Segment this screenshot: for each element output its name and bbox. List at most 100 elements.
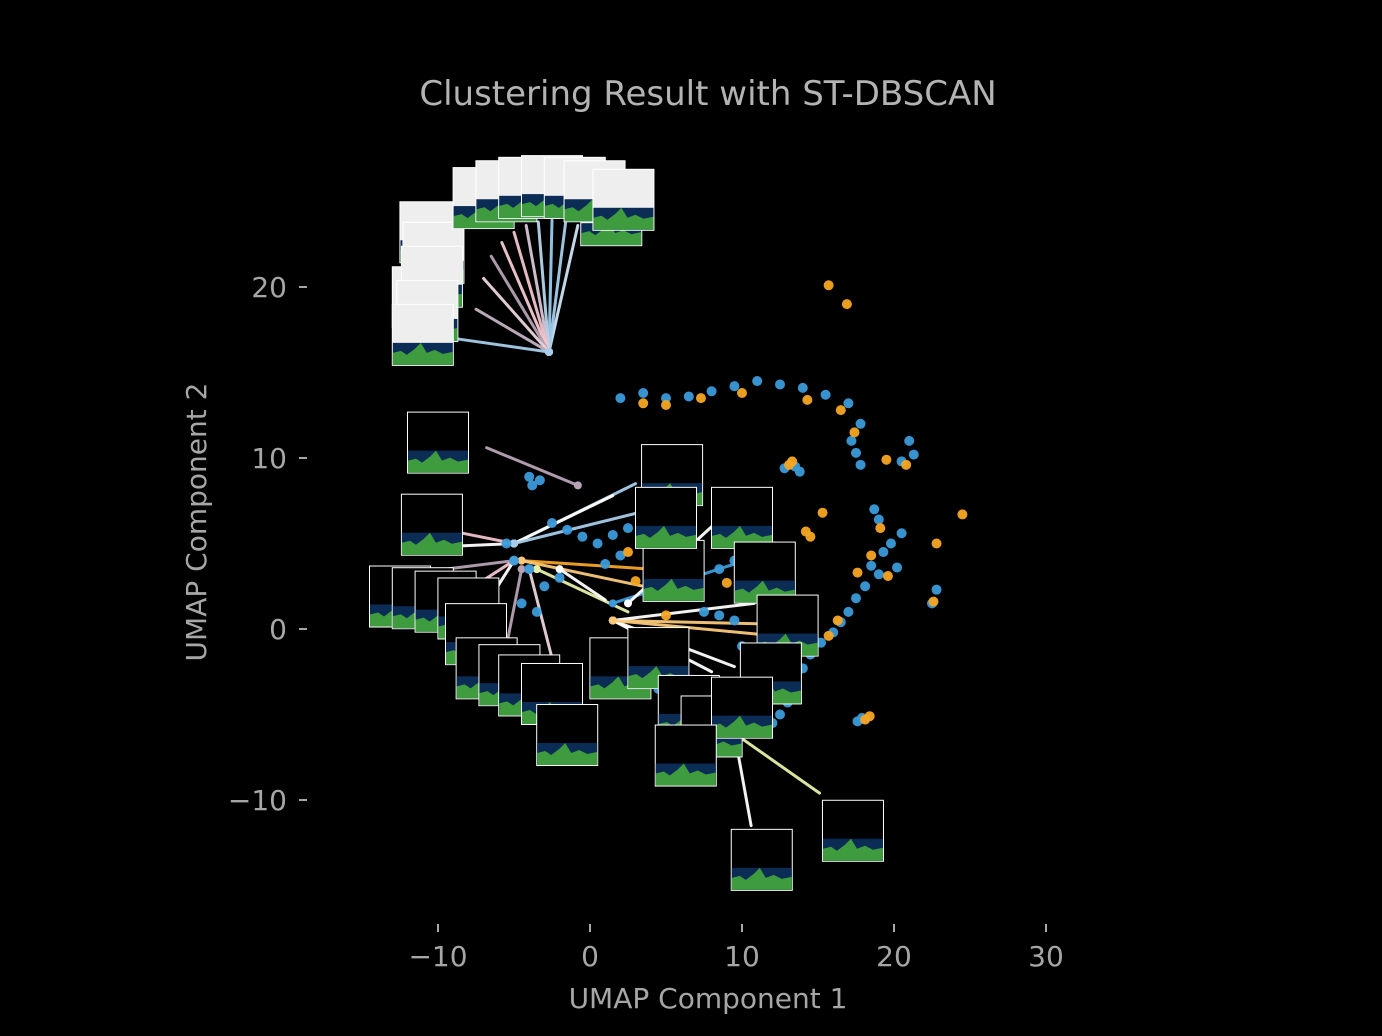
- thumbnail-32: [733, 541, 796, 604]
- thumbnail-terrain-26: [537, 743, 598, 766]
- x-tick-label-1: 0: [581, 940, 599, 973]
- point-1-4: [928, 596, 939, 607]
- x-axis: −10 0 10 20 30: [408, 924, 1064, 973]
- point-0-53: [623, 523, 633, 534]
- annotation-anchor-21: [510, 539, 518, 548]
- point-1-5: [638, 398, 649, 409]
- point-1-3: [931, 538, 942, 549]
- y-tick-label-2: 10: [251, 442, 287, 475]
- thumbnail-39: [730, 828, 793, 891]
- point-1-24: [860, 714, 871, 725]
- point-0-22: [873, 514, 884, 525]
- point-0-52: [607, 529, 618, 540]
- thumbnail-terrain-13: [392, 342, 453, 365]
- point-0-45: [534, 475, 545, 486]
- point-0-5: [729, 381, 740, 392]
- annotation-line-34: [732, 731, 822, 795]
- point-0-23: [896, 528, 907, 539]
- annotation-line-8: [482, 276, 551, 354]
- point-1-9: [802, 394, 813, 405]
- y-tick-label-3: 20: [251, 271, 287, 304]
- annotation-line-22: [520, 559, 653, 571]
- thumbnail-38: [654, 724, 717, 787]
- thumbnail-terrain-40: [822, 838, 883, 861]
- point-1-15: [784, 459, 795, 470]
- point-0-79: [501, 538, 512, 549]
- point-1-2: [957, 509, 968, 520]
- point-0-28: [892, 562, 903, 573]
- point-0-2: [661, 393, 671, 404]
- annotation-line-17: [504, 567, 524, 648]
- annotation-line-23: [520, 559, 645, 588]
- point-0-9: [820, 389, 831, 400]
- annotation-anchor-11: [573, 481, 582, 490]
- annotation-line-10: [451, 336, 551, 354]
- annotation-line-27: [611, 601, 756, 622]
- annotation-anchor-10: [544, 347, 553, 356]
- y-axis-label: UMAP Component 2: [180, 383, 213, 662]
- annotation-anchor-24: [532, 565, 541, 574]
- thumbnail-26: [536, 704, 599, 767]
- thumbnail-terrain-37: [712, 715, 772, 738]
- annotation-line-25: [558, 567, 607, 602]
- point-0-77: [524, 564, 535, 575]
- annotation-line-3: [536, 220, 551, 354]
- point-1-20: [852, 567, 863, 578]
- thumbnail-terrain-30: [636, 525, 696, 548]
- annotation-line-0: [547, 223, 580, 354]
- point-0-12: [846, 435, 857, 446]
- point-1-12: [901, 459, 912, 470]
- point-0-75: [554, 572, 565, 583]
- thumbnail-13: [391, 303, 454, 366]
- point-1-7: [695, 393, 706, 404]
- point-1-6: [661, 399, 671, 410]
- thumbnail-terrain-16: [401, 532, 462, 555]
- thumbnail-terrain-39: [731, 867, 792, 890]
- x-tick-label-3: 20: [876, 940, 912, 973]
- point-0-15: [904, 435, 915, 446]
- thumbnail-terrain-38: [655, 763, 716, 786]
- point-0-4: [706, 386, 717, 397]
- annotation-line-5: [512, 230, 551, 354]
- annotation-line-26: [611, 618, 767, 626]
- point-1-28: [630, 576, 641, 587]
- point-1-32: [661, 610, 671, 621]
- thumbnail-40: [821, 799, 884, 862]
- thumbnail-29: [642, 539, 705, 602]
- point-0-8: [797, 382, 808, 393]
- annotation-line-1: [547, 220, 568, 354]
- point-0-21: [869, 504, 880, 515]
- point-0-46: [527, 480, 538, 491]
- point-1-18: [866, 550, 877, 561]
- point-0-29: [860, 581, 871, 592]
- point-0-81: [531, 606, 542, 617]
- thumbnail-37: [711, 676, 773, 739]
- point-0-61: [714, 564, 725, 575]
- point-0-41: [775, 709, 785, 720]
- point-0-47: [524, 471, 535, 482]
- point-1-1: [841, 299, 852, 310]
- annotation-line-11: [485, 446, 580, 487]
- point-0-76: [539, 581, 550, 592]
- point-1-26: [805, 531, 816, 542]
- thumbnail-31: [711, 486, 773, 549]
- y-tick-label-1: 0: [269, 613, 287, 646]
- point-0-58: [615, 550, 626, 561]
- chart-title: Clustering Result with ST-DBSCAN: [419, 74, 996, 114]
- point-0-7: [775, 379, 785, 390]
- point-0-57: [600, 559, 611, 570]
- point-0-6: [752, 376, 763, 387]
- point-1-0: [823, 280, 834, 291]
- x-tick-label-0: −10: [408, 940, 467, 973]
- y-axis: −10 0 10 20: [228, 271, 307, 817]
- point-0-78: [509, 555, 519, 566]
- point-0-51: [592, 538, 603, 549]
- point-0-13: [851, 447, 861, 458]
- thumbnail-14: [407, 411, 469, 474]
- point-1-31: [721, 577, 732, 588]
- annotation-anchor-17: [517, 565, 526, 574]
- thumbnail-terrain-1: [581, 223, 642, 246]
- annotation-line-20: [512, 494, 615, 545]
- point-0-30: [851, 593, 861, 604]
